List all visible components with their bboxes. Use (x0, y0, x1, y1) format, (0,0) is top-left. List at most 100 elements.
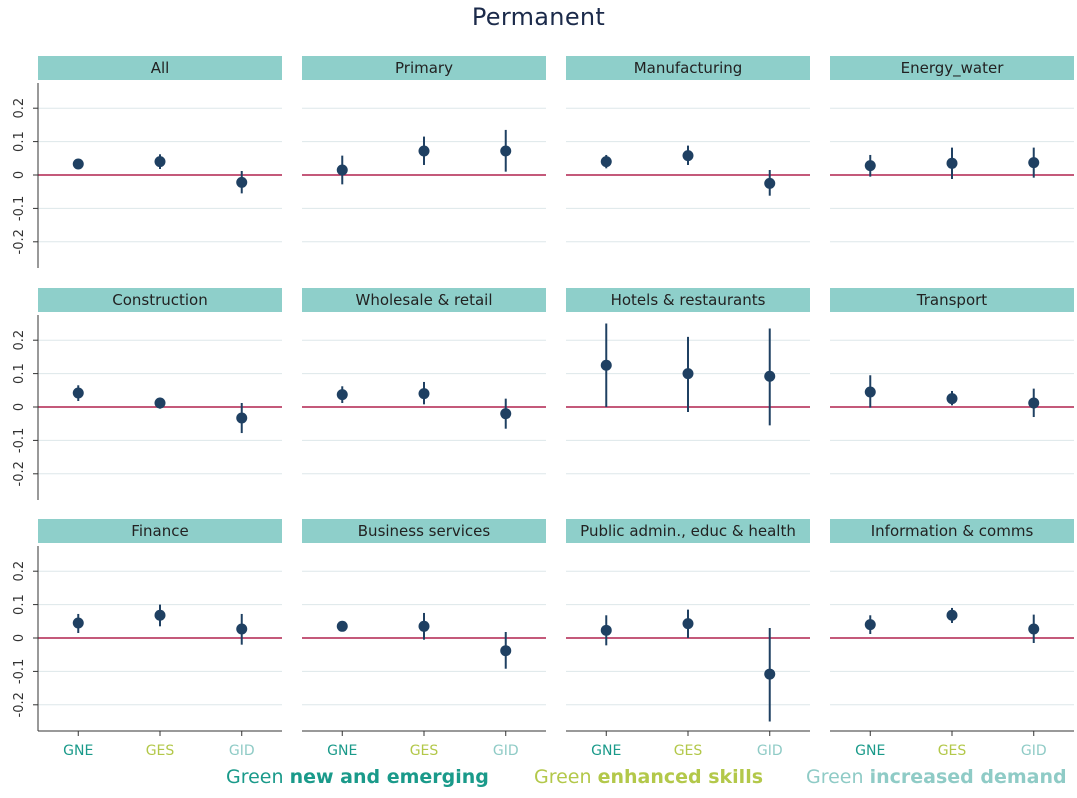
estimate-point (72, 617, 84, 629)
panel-title: Finance (131, 522, 188, 540)
legend-item-ges: Green enhanced skills (534, 766, 763, 788)
panel-header (302, 288, 546, 312)
panel-header (302, 56, 546, 80)
estimate-point (418, 145, 430, 157)
legend-prefix: Green (534, 766, 598, 788)
panel-header (38, 288, 282, 312)
estimate-point (600, 359, 612, 371)
estimate-point (236, 412, 248, 424)
estimate-point (1028, 397, 1040, 409)
y-tick-label: -0.2 (12, 461, 27, 486)
panel-title: Information & comms (871, 522, 1034, 540)
y-tick-label: 0.2 (12, 561, 27, 582)
estimate-point (764, 668, 776, 680)
estimate-point (418, 620, 430, 632)
y-tick-label: -0.1 (12, 659, 27, 684)
x-tick-label: GID (493, 743, 519, 759)
estimate-point (600, 624, 612, 636)
y-tick-label: 0 (12, 634, 27, 642)
estimate-point (946, 393, 958, 405)
panel-title: Hotels & restaurants (611, 291, 766, 309)
panel-title: Public admin., educ & health (580, 522, 796, 540)
panel-header (302, 519, 546, 543)
estimate-point (72, 158, 84, 170)
estimate-point (864, 619, 876, 631)
panel-header (566, 519, 810, 543)
panel-header (830, 288, 1074, 312)
estimate-point (154, 397, 166, 409)
figure-title: Permanent (471, 3, 606, 31)
x-tick-label: GID (1021, 743, 1047, 759)
panel-header (566, 288, 810, 312)
legend-emphasis: increased demand (869, 766, 1067, 788)
y-tick-label: 0.1 (12, 363, 27, 384)
estimate-point (682, 368, 694, 380)
y-tick-label: -0.2 (12, 229, 27, 254)
estimate-point (500, 645, 512, 657)
x-tick-label: GID (229, 743, 255, 759)
estimate-point (236, 176, 248, 188)
estimate-point (1028, 157, 1040, 169)
estimate-point (682, 150, 694, 162)
y-tick-label: -0.2 (12, 692, 27, 717)
panel-title: All (151, 59, 170, 77)
estimate-point (864, 386, 876, 398)
estimate-point (418, 388, 430, 400)
estimate-point (764, 177, 776, 189)
x-tick-label: GNE (591, 743, 621, 759)
panel-title: Wholesale & retail (355, 291, 492, 309)
x-tick-label: GES (674, 743, 703, 759)
estimate-point (154, 609, 166, 621)
y-tick-label: 0.2 (12, 98, 27, 119)
legend-emphasis: enhanced skills (597, 766, 764, 788)
panel-title: Manufacturing (634, 59, 743, 77)
estimate-point (72, 387, 84, 399)
y-tick-label: -0.1 (12, 196, 27, 221)
estimate-point (946, 609, 958, 621)
panel-title: Business services (358, 522, 491, 540)
panel-header (566, 56, 810, 80)
estimate-point (336, 389, 348, 401)
panel-title: Construction (112, 291, 208, 309)
x-tick-label: GES (410, 743, 439, 759)
panel-title: Transport (916, 291, 988, 309)
legend-emphasis: new and emerging (289, 766, 489, 788)
x-tick-label: GES (146, 743, 175, 759)
panel-header (38, 56, 282, 80)
estimate-point (336, 620, 348, 632)
y-tick-label: 0.2 (12, 330, 27, 351)
panel-header (38, 519, 282, 543)
legend: Green new and emerging Green enhanced sk… (0, 766, 1077, 796)
y-tick-label: 0.1 (12, 594, 27, 615)
panel-header (830, 56, 1074, 80)
estimate-point (236, 623, 248, 635)
estimate-point (682, 618, 694, 630)
estimate-point (946, 157, 958, 169)
estimate-point (600, 156, 612, 168)
estimate-point (764, 370, 776, 382)
y-tick-label: 0 (12, 171, 27, 179)
panel-header (830, 519, 1074, 543)
legend-item-gne: Green new and emerging (226, 766, 489, 788)
x-tick-label: GNE (855, 743, 885, 759)
y-tick-label: -0.1 (12, 428, 27, 453)
legend-item-gid: Green increased demand (806, 766, 1067, 788)
legend-prefix: Green (806, 766, 870, 788)
estimate-point (336, 164, 348, 176)
x-tick-label: GID (757, 743, 783, 759)
x-tick-label: GNE (63, 743, 93, 759)
x-tick-label: GES (938, 743, 967, 759)
y-tick-label: 0 (12, 403, 27, 411)
x-tick-label: GNE (327, 743, 357, 759)
estimate-point (864, 160, 876, 172)
estimate-point (500, 408, 512, 420)
estimate-point (1028, 623, 1040, 635)
panel-title: Primary (395, 59, 453, 77)
panel-title: Energy_water (901, 59, 1005, 78)
estimate-point (154, 156, 166, 168)
estimate-point (500, 145, 512, 157)
legend-prefix: Green (226, 766, 290, 788)
y-tick-label: 0.1 (12, 131, 27, 152)
